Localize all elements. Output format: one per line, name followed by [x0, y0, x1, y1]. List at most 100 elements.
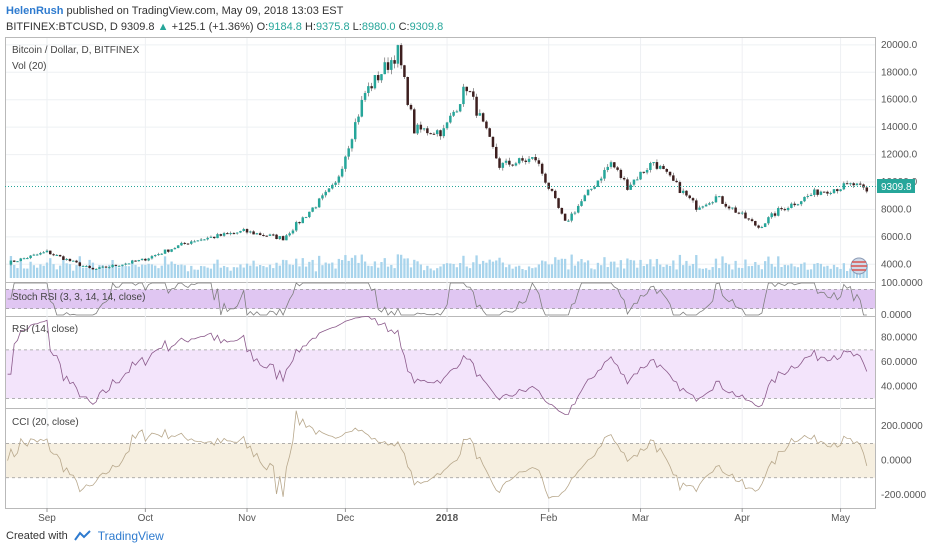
candle-body: [468, 91, 472, 93]
volume-bar: [278, 265, 281, 278]
price-change: +125.1 (+1.36%): [171, 21, 254, 33]
volume-bar: [793, 266, 796, 278]
candle-body: [203, 239, 206, 241]
volume-bar: [550, 264, 554, 278]
volume-bar: [314, 271, 318, 278]
volume-bar: [327, 263, 331, 278]
candle-body: [370, 86, 373, 89]
candle-body: [498, 158, 501, 168]
candle-body: [557, 198, 560, 208]
candle-body: [285, 235, 288, 241]
candle-body: [140, 258, 144, 261]
volume-bar: [865, 264, 868, 278]
candle-body: [101, 266, 104, 268]
volume-bar: [737, 267, 741, 278]
volume-bar: [606, 267, 609, 278]
candle-body: [832, 189, 836, 193]
candle-body: [576, 205, 580, 213]
candle-body: [655, 162, 659, 169]
candle-body: [304, 217, 308, 219]
volume-bar: [698, 268, 701, 278]
volume-bar: [472, 262, 475, 278]
candle-body: [52, 254, 55, 256]
candle-body: [652, 162, 655, 164]
volume-bar: [42, 265, 45, 278]
candle-body: [317, 198, 321, 208]
candle-body: [465, 86, 468, 92]
candle-body: [786, 207, 790, 211]
volume-bar: [452, 263, 455, 278]
volume-bar: [478, 264, 481, 278]
volume-bar: [655, 258, 659, 278]
cci-title: CCI (20, close): [12, 417, 79, 428]
volume-bar: [675, 269, 678, 278]
candle-body: [616, 167, 619, 170]
candle-body: [773, 213, 777, 216]
candle-body: [416, 124, 419, 134]
candle-body: [39, 253, 42, 255]
volume-bar: [157, 268, 160, 278]
volume-bar: [285, 260, 288, 278]
candle-body: [439, 130, 442, 137]
candle-body: [780, 208, 783, 210]
candle-body: [173, 248, 177, 250]
tradingview-link[interactable]: TradingView: [97, 529, 164, 543]
candle-body: [485, 121, 488, 129]
candle-body: [127, 263, 131, 265]
volume-bar: [219, 267, 222, 278]
volume-bar: [413, 259, 416, 278]
candle-body: [777, 208, 780, 216]
volume-bar: [422, 270, 426, 278]
candle-body: [193, 241, 196, 243]
candle-body: [796, 204, 800, 206]
candle-body: [763, 223, 767, 228]
candle-body: [104, 266, 108, 268]
candle-body: [649, 163, 652, 171]
candle-body: [298, 222, 301, 224]
volume-bar: [117, 267, 121, 278]
candle-body: [111, 264, 114, 268]
candle-body: [75, 260, 78, 263]
volume-bar: [701, 268, 704, 278]
volume-bar: [757, 265, 760, 278]
candle-body: [658, 165, 662, 169]
candle-body: [426, 128, 429, 134]
volume-bar: [32, 265, 36, 278]
candle-body: [170, 249, 173, 252]
author-link[interactable]: HelenRush: [6, 5, 64, 17]
candle-body: [813, 189, 816, 195]
volume-bar: [682, 265, 685, 278]
candle-body: [29, 255, 32, 259]
candle-body: [806, 195, 810, 197]
volume-bar: [242, 267, 245, 278]
volume-bar: [557, 259, 560, 278]
volume-bar: [541, 260, 544, 278]
candle-body: [717, 196, 721, 198]
volume-bar: [72, 270, 75, 278]
volume-bar: [432, 270, 436, 278]
volume-bar: [193, 269, 196, 278]
candle-body: [262, 234, 265, 236]
volume-bar: [586, 260, 590, 278]
time-tick-label: Sep: [38, 513, 56, 524]
candle-body: [357, 116, 360, 123]
volume-bar: [449, 263, 452, 278]
volume-bar: [252, 260, 255, 278]
volume-bar: [688, 265, 691, 278]
candle-body: [770, 213, 773, 218]
candle-body: [790, 203, 793, 208]
candle-body: [144, 258, 147, 261]
candle-body: [81, 265, 85, 267]
candle-body: [383, 62, 386, 75]
candle-body: [16, 261, 19, 263]
up-arrow-icon: ▲: [157, 21, 169, 33]
volume-bar: [396, 254, 400, 278]
candle-body: [291, 230, 295, 234]
candle-body: [681, 190, 685, 193]
volume-bar: [173, 263, 177, 278]
volume-bar: [301, 258, 304, 278]
candle-body: [19, 258, 23, 262]
candle-body: [524, 160, 528, 162]
candle-body: [685, 190, 688, 196]
